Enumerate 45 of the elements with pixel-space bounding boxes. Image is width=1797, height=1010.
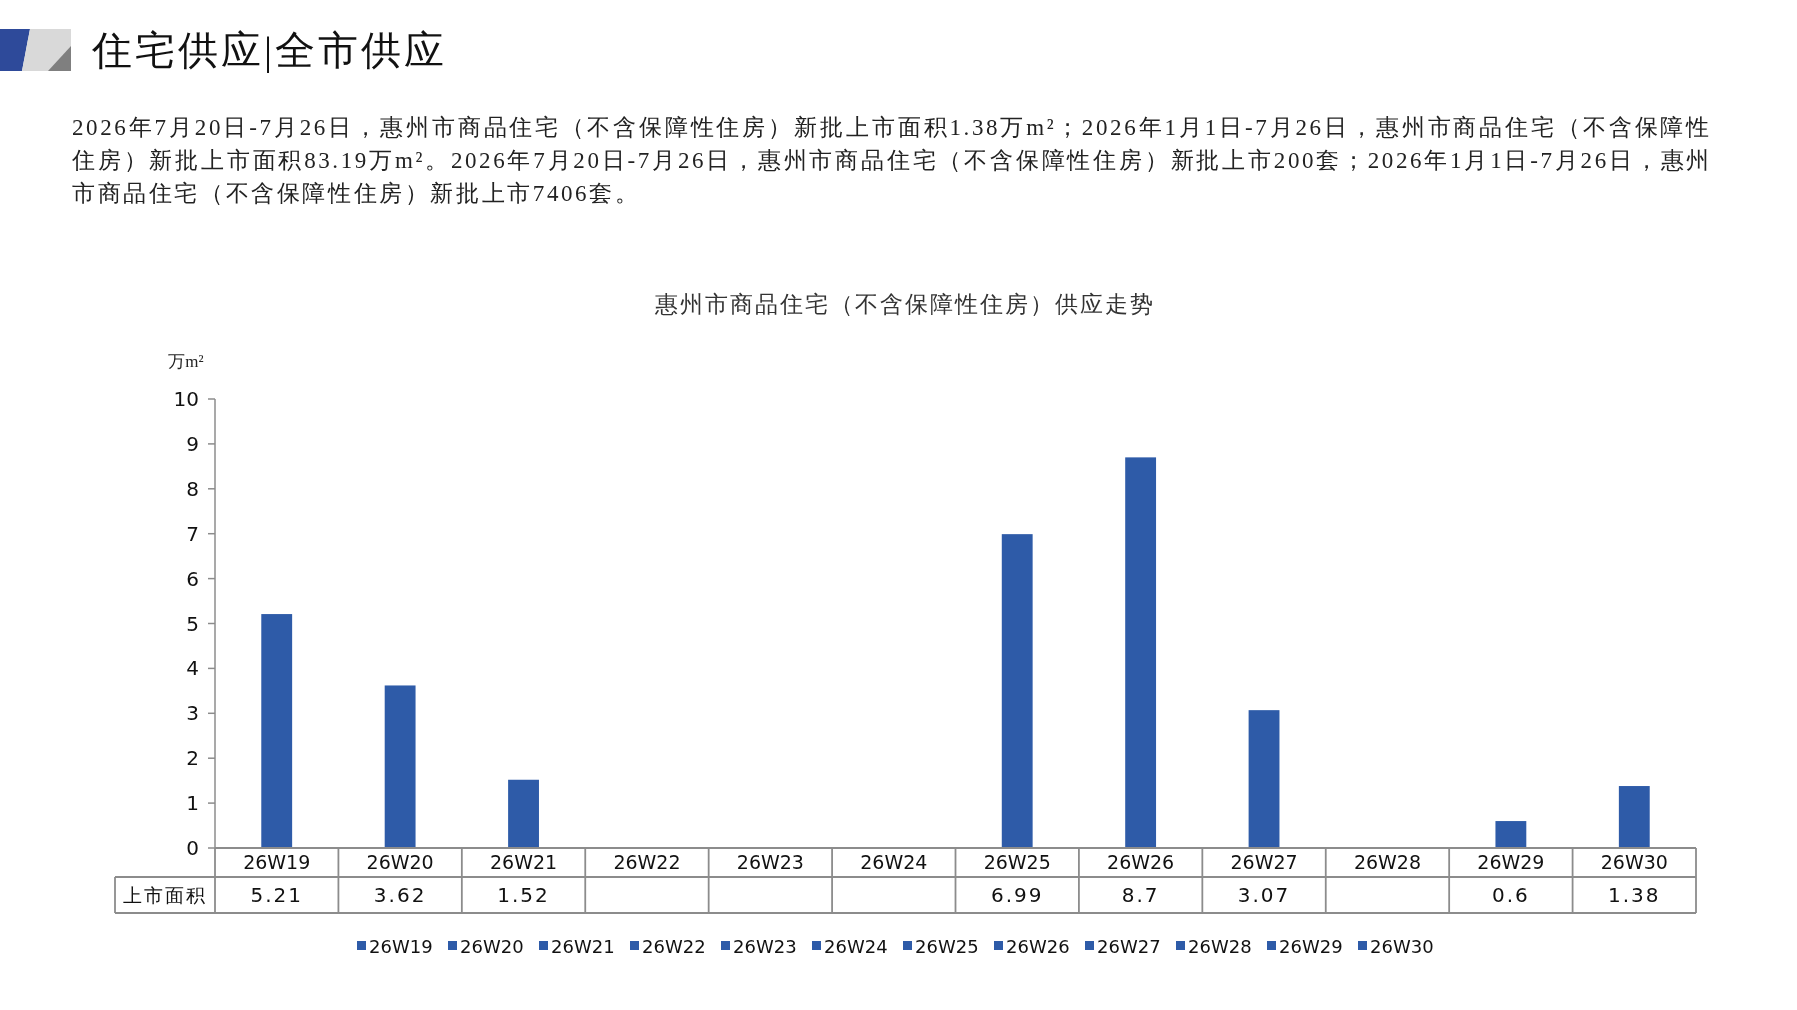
x-tick-label: 26W28 [1353, 851, 1422, 873]
legend: 26W19 26W20 26W21 26W22 26W23 26W24 26W25 26W26 26W27 26W28 26W29 26W30 [357, 936, 1434, 957]
bar [1001, 534, 1033, 848]
data-label: 8.7 [1121, 883, 1160, 907]
data-label: 1.38 [1608, 883, 1661, 907]
y-tick-label: 0 [186, 836, 199, 860]
y-tick-label: 2 [186, 746, 199, 771]
x-tick-label: 26W23 [736, 851, 804, 873]
data-label: 6.99 [990, 883, 1044, 907]
y-tick-label: 7 [186, 521, 199, 546]
y-tick-label: 5 [186, 611, 199, 636]
y-tick-label: 9 [186, 431, 199, 456]
bar [261, 614, 293, 848]
x-tick-label: 26W24 [860, 851, 928, 873]
y-tick-label: 1 [186, 791, 199, 816]
bar [384, 685, 416, 848]
x-tick-label: 26W19 [243, 851, 311, 873]
y-tick-label: 6 [186, 566, 199, 591]
text: 上市面积 [123, 885, 207, 906]
x-tick-label: 26W30 [1600, 851, 1668, 873]
chart-title: 惠州市商品住宅（不含保障性住房）供应走势 [654, 292, 1155, 317]
x-tick-label: 26W26 [1107, 851, 1175, 873]
data-label: 1.52 [497, 883, 550, 907]
text: 2026年7月20日-7月26日，惠州市商品住宅（不含保障性住房）新批上市面积1.38万m²；2026年1月1日-7月26日，惠州市商品住宅（不含保障性住房）新批上市面积83.19万m²。2026年7月20日-7月26日，惠州市商品住宅（不含保障性住房）新批上市200套；2026年1月1日-7月26日，惠州市商品住宅（不含保障性住房）新批上市7406套。 [72, 114, 1712, 208]
bar [1495, 821, 1527, 848]
y-tick-label: 4 [186, 656, 199, 681]
x-tick-label: 26W27 [1230, 851, 1298, 873]
data-label: 3.62 [373, 883, 427, 907]
bar [508, 779, 539, 848]
x-tick-label: 26W21 [489, 851, 558, 873]
x-tick-label: 26W22 [613, 851, 681, 873]
x-tick-label: 26W29 [1477, 851, 1545, 873]
bar [1125, 457, 1157, 848]
y-axis-title: 万m² [168, 352, 204, 371]
data-label: 0.6 [1491, 883, 1530, 907]
y-tick-label: 3 [186, 701, 199, 726]
bar [1248, 710, 1280, 848]
y-tick-label: 10 [173, 387, 199, 411]
text: 住宅供应|全市供应 [91, 28, 448, 73]
x-tick-label: 26W20 [366, 851, 434, 873]
bar [1618, 786, 1650, 848]
y-tick-label: 8 [186, 476, 199, 501]
data-label: 3.07 [1237, 883, 1291, 907]
data-label: 5.21 [250, 883, 303, 907]
x-tick-label: 26W25 [983, 851, 1051, 873]
